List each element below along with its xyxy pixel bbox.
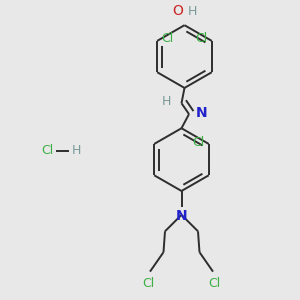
Text: N: N: [196, 106, 207, 120]
Text: Cl: Cl: [162, 32, 174, 45]
Text: Cl: Cl: [192, 136, 204, 149]
Text: H: H: [162, 95, 171, 108]
Text: Cl: Cl: [195, 32, 207, 45]
Text: H: H: [188, 5, 197, 18]
Text: Cl: Cl: [142, 277, 154, 290]
Text: Cl: Cl: [42, 144, 54, 157]
Text: O: O: [172, 4, 183, 18]
Text: Cl: Cl: [208, 277, 220, 290]
Text: H: H: [72, 144, 81, 157]
Text: N: N: [176, 209, 187, 223]
